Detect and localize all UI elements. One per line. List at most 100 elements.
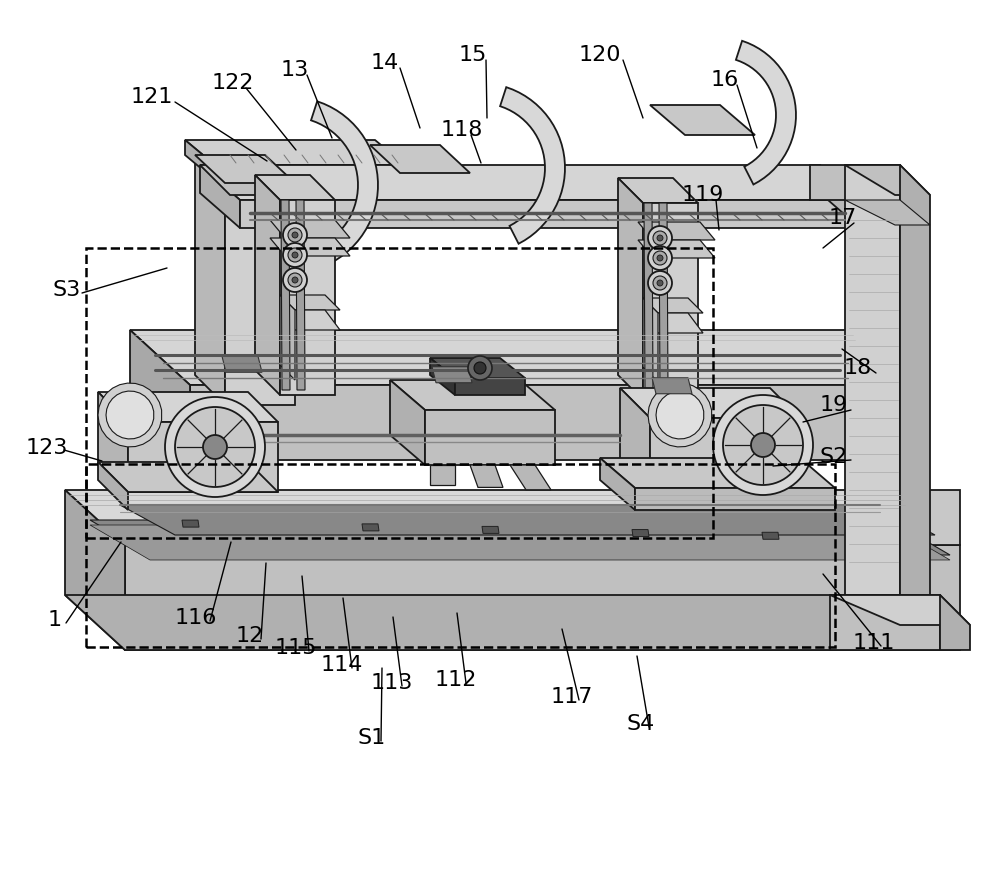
Polygon shape (255, 175, 335, 200)
Text: 118: 118 (441, 120, 483, 140)
Polygon shape (620, 388, 650, 488)
Polygon shape (200, 165, 240, 228)
Circle shape (657, 280, 663, 286)
Polygon shape (870, 490, 960, 545)
Polygon shape (311, 101, 378, 264)
Text: 13: 13 (281, 60, 309, 80)
Polygon shape (390, 380, 555, 410)
Polygon shape (618, 178, 698, 203)
Polygon shape (185, 140, 215, 180)
Circle shape (283, 268, 307, 292)
Circle shape (283, 243, 307, 267)
Text: 113: 113 (371, 673, 413, 693)
Polygon shape (845, 165, 930, 195)
Polygon shape (195, 148, 225, 405)
Polygon shape (644, 203, 653, 393)
Circle shape (653, 276, 667, 290)
Polygon shape (270, 220, 350, 238)
Polygon shape (643, 298, 703, 313)
Polygon shape (652, 378, 692, 394)
Polygon shape (643, 203, 698, 400)
Circle shape (751, 433, 775, 457)
Polygon shape (65, 490, 125, 650)
Text: S2: S2 (820, 447, 848, 467)
Polygon shape (632, 530, 649, 537)
Polygon shape (850, 330, 910, 460)
Polygon shape (830, 595, 970, 625)
Polygon shape (736, 41, 796, 184)
Text: 112: 112 (435, 670, 477, 690)
Polygon shape (128, 422, 278, 492)
Text: 111: 111 (853, 633, 895, 653)
Polygon shape (600, 458, 835, 488)
Polygon shape (98, 462, 278, 492)
Polygon shape (362, 524, 379, 531)
Circle shape (288, 248, 302, 262)
Polygon shape (98, 462, 128, 510)
Text: 18: 18 (844, 358, 872, 378)
Polygon shape (65, 490, 960, 545)
Text: 123: 123 (26, 438, 68, 458)
Polygon shape (280, 295, 340, 310)
Text: 19: 19 (820, 395, 848, 415)
Polygon shape (845, 165, 900, 600)
Polygon shape (195, 148, 295, 178)
Polygon shape (430, 358, 455, 395)
Polygon shape (659, 203, 668, 393)
Polygon shape (90, 525, 950, 560)
Polygon shape (120, 505, 935, 535)
Text: S1: S1 (358, 728, 386, 748)
Polygon shape (455, 378, 525, 395)
Polygon shape (185, 140, 405, 165)
Polygon shape (510, 465, 551, 490)
Polygon shape (656, 391, 704, 439)
Text: 1: 1 (48, 610, 62, 630)
Circle shape (648, 226, 672, 250)
Polygon shape (618, 178, 643, 400)
Polygon shape (280, 200, 335, 395)
Polygon shape (762, 533, 779, 540)
Polygon shape (430, 358, 525, 378)
Polygon shape (90, 520, 950, 555)
Text: 121: 121 (131, 87, 173, 107)
Polygon shape (650, 418, 800, 488)
Polygon shape (280, 295, 295, 380)
Polygon shape (200, 165, 860, 200)
Polygon shape (225, 178, 295, 405)
Polygon shape (638, 240, 715, 258)
Circle shape (292, 277, 298, 283)
Polygon shape (222, 356, 262, 372)
Circle shape (648, 246, 672, 270)
Polygon shape (130, 330, 910, 385)
Polygon shape (190, 385, 910, 460)
Polygon shape (281, 200, 290, 390)
Text: 17: 17 (829, 208, 857, 228)
Text: 14: 14 (371, 53, 399, 73)
Polygon shape (620, 388, 800, 418)
Text: 114: 114 (321, 655, 363, 675)
Polygon shape (370, 145, 470, 173)
Polygon shape (130, 330, 190, 460)
Polygon shape (643, 298, 658, 382)
Circle shape (292, 252, 298, 258)
Circle shape (175, 407, 255, 487)
Polygon shape (635, 488, 835, 510)
Polygon shape (500, 87, 565, 244)
Polygon shape (240, 200, 860, 228)
Polygon shape (648, 383, 712, 447)
Polygon shape (482, 526, 499, 533)
Circle shape (653, 231, 667, 245)
Text: 16: 16 (711, 70, 739, 90)
Text: 120: 120 (579, 45, 621, 65)
Polygon shape (430, 465, 455, 485)
Polygon shape (638, 222, 715, 240)
Circle shape (288, 228, 302, 242)
Polygon shape (215, 165, 405, 180)
Circle shape (657, 235, 663, 241)
Text: 12: 12 (236, 626, 264, 646)
Polygon shape (600, 458, 635, 510)
Polygon shape (940, 595, 970, 650)
Circle shape (653, 251, 667, 265)
Polygon shape (830, 595, 940, 650)
Polygon shape (845, 200, 930, 225)
